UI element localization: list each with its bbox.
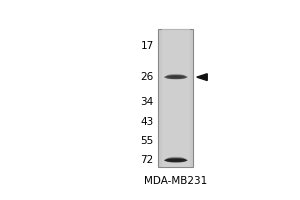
Text: 72: 72 [140, 155, 154, 165]
Ellipse shape [166, 157, 186, 161]
Ellipse shape [167, 76, 185, 79]
Text: 55: 55 [140, 136, 154, 146]
Ellipse shape [164, 158, 188, 162]
Ellipse shape [168, 74, 184, 77]
Text: 17: 17 [140, 41, 154, 51]
Text: 34: 34 [140, 97, 154, 107]
Text: 26: 26 [140, 72, 154, 82]
Ellipse shape [166, 74, 186, 78]
Bar [162, 29, 190, 167]
Text: MDA-MB231: MDA-MB231 [144, 176, 208, 186]
Ellipse shape [167, 160, 185, 163]
Ellipse shape [168, 157, 184, 159]
Ellipse shape [164, 75, 188, 79]
Text: 43: 43 [140, 117, 154, 127]
Polygon shape [197, 74, 207, 81]
Bar [158, 29, 193, 167]
